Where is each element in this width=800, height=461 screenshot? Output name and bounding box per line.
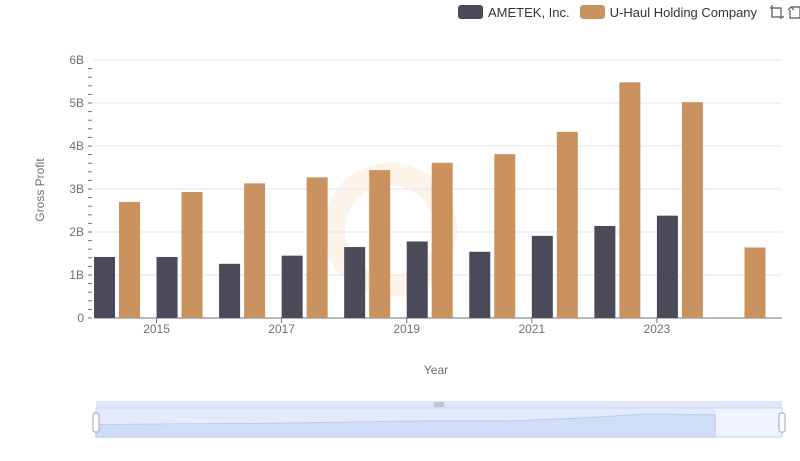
x-tick-label: 2021	[518, 322, 545, 336]
zoom-icon[interactable]	[769, 4, 785, 20]
x-tick-label: 2019	[393, 322, 420, 336]
y-tick-label: 2B	[69, 225, 84, 239]
bar-ametek[interactable]	[469, 251, 491, 318]
y-tick-label: 1B	[69, 268, 84, 282]
y-tick-label: 4B	[69, 139, 84, 153]
bar-uhaul[interactable]	[181, 192, 203, 318]
y-tick-label: 6B	[69, 53, 84, 67]
x-axis-label: Year	[424, 363, 448, 377]
y-axis-label: Gross Profit	[33, 158, 47, 222]
bar-uhaul[interactable]	[619, 82, 641, 318]
zoom-reset-icon[interactable]	[787, 4, 800, 20]
bar-ametek[interactable]	[594, 225, 616, 318]
x-tick-label: 2023	[644, 322, 671, 336]
bar-ametek[interactable]	[94, 256, 115, 318]
bar-ametek[interactable]	[219, 263, 241, 318]
bar-uhaul[interactable]	[744, 247, 766, 318]
legend-swatch	[579, 5, 605, 19]
x-tick-label: 2017	[268, 322, 295, 336]
y-axis: 0 1B 2B 3B 4B 5B 6B	[69, 53, 92, 325]
bar-uhaul[interactable]	[119, 201, 140, 318]
slider-grip[interactable]	[434, 402, 444, 407]
bar-uhaul[interactable]	[306, 177, 328, 318]
legend-item-ametek[interactable]: AMETEK, Inc.	[458, 5, 570, 20]
bar-ametek[interactable]	[281, 255, 303, 318]
y-tick-label: 5B	[69, 96, 84, 110]
bar-ametek[interactable]	[344, 247, 366, 318]
bars[interactable]	[94, 82, 766, 318]
bar-uhaul[interactable]	[494, 154, 516, 318]
bar-ametek[interactable]	[406, 241, 428, 318]
bar-uhaul[interactable]	[244, 183, 266, 318]
x-tick-label: 2015	[143, 322, 170, 336]
x-axis: 2015 2017 2019 2021 2023	[94, 317, 782, 336]
bar-uhaul[interactable]	[431, 162, 453, 318]
bar-uhaul[interactable]	[556, 131, 578, 318]
slider-selection[interactable]	[96, 408, 715, 437]
slider-left-handle[interactable]	[92, 412, 100, 433]
legend-item-uhaul[interactable]: U-Haul Holding Company	[579, 4, 758, 20]
slider-right-handle[interactable]	[778, 412, 786, 433]
legend-label: AMETEK, Inc.	[488, 4, 570, 20]
y-tick-label: 3B	[69, 182, 84, 196]
legend-label: U-Haul Holding Company	[609, 4, 758, 20]
bar-uhaul[interactable]	[681, 102, 703, 318]
legend: AMETEK, Inc. U-Haul Holding Company	[458, 4, 800, 20]
bar-ametek[interactable]	[656, 215, 678, 318]
zoom-slider[interactable]	[92, 401, 786, 438]
bar-uhaul[interactable]	[369, 170, 391, 318]
bar-ametek[interactable]	[531, 235, 553, 318]
legend-swatch	[458, 5, 483, 19]
y-tick-label: 0	[77, 311, 84, 325]
bar-ametek[interactable]	[156, 256, 178, 318]
